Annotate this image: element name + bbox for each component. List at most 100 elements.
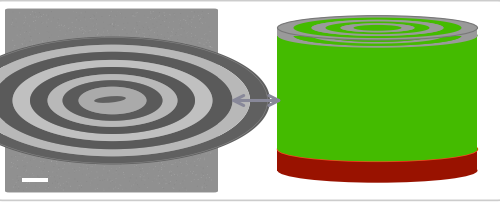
Point	[126, 182, 134, 185]
Point	[120, 39, 128, 42]
Point	[204, 17, 212, 20]
Point	[171, 49, 179, 52]
Point	[131, 119, 139, 123]
Point	[32, 179, 40, 182]
Point	[156, 55, 164, 58]
Point	[126, 153, 134, 156]
Point	[66, 131, 74, 134]
Point	[48, 160, 56, 163]
Point	[86, 127, 94, 130]
Point	[75, 41, 83, 44]
Point	[184, 152, 192, 155]
Point	[199, 146, 207, 149]
Point	[22, 11, 30, 15]
Point	[170, 158, 178, 161]
Point	[150, 111, 158, 114]
Point	[116, 154, 124, 157]
Point	[80, 140, 88, 143]
Point	[170, 139, 178, 142]
Point	[80, 96, 88, 99]
Point	[128, 147, 136, 150]
Point	[85, 136, 93, 139]
Point	[136, 79, 144, 82]
Point	[192, 77, 200, 80]
Point	[102, 85, 110, 89]
Point	[176, 25, 184, 28]
Point	[34, 82, 42, 86]
Point	[94, 29, 102, 32]
Point	[150, 55, 158, 58]
Point	[206, 132, 214, 135]
Point	[112, 171, 120, 174]
Point	[78, 84, 86, 87]
Point	[90, 122, 98, 125]
Point	[59, 94, 67, 97]
Point	[160, 82, 168, 86]
Point	[35, 19, 43, 22]
Point	[16, 125, 24, 129]
Point	[42, 134, 50, 137]
Point	[88, 23, 96, 26]
Point	[134, 130, 142, 134]
Point	[146, 67, 154, 70]
Point	[74, 61, 82, 64]
Point	[166, 137, 174, 140]
Point	[17, 142, 25, 145]
Point	[51, 110, 59, 113]
Point	[56, 125, 64, 129]
Point	[164, 33, 172, 36]
Point	[24, 52, 32, 55]
Point	[26, 133, 34, 136]
Point	[38, 114, 46, 117]
Point	[98, 180, 106, 183]
Point	[188, 151, 196, 154]
Point	[70, 70, 78, 74]
Point	[60, 104, 68, 107]
Point	[56, 125, 64, 129]
Point	[98, 129, 106, 132]
Point	[38, 87, 46, 90]
Point	[54, 36, 62, 39]
Point	[44, 185, 52, 188]
Point	[66, 155, 74, 158]
Point	[94, 183, 102, 186]
Point	[15, 87, 23, 90]
Point	[117, 166, 125, 170]
Point	[22, 140, 30, 143]
Point	[53, 171, 61, 175]
Point	[176, 147, 184, 150]
Point	[186, 147, 194, 150]
Point	[86, 114, 94, 118]
Point	[106, 131, 114, 134]
Point	[55, 76, 63, 79]
Point	[114, 80, 122, 83]
Point	[20, 84, 28, 87]
Point	[200, 117, 208, 120]
Point	[172, 168, 180, 171]
Point	[66, 184, 74, 187]
Point	[20, 55, 28, 58]
Point	[182, 47, 190, 50]
Point	[66, 49, 74, 53]
Point	[96, 160, 104, 163]
Point	[130, 29, 138, 32]
Point	[166, 128, 173, 131]
Point	[172, 174, 180, 177]
Point	[122, 26, 130, 30]
Point	[180, 72, 188, 75]
Point	[38, 38, 46, 42]
Point	[197, 146, 205, 150]
Point	[106, 15, 114, 18]
Point	[25, 179, 33, 182]
Point	[175, 101, 183, 104]
Point	[129, 79, 137, 82]
Point	[39, 92, 47, 96]
Point	[189, 177, 197, 180]
Point	[134, 46, 142, 50]
Point	[22, 20, 30, 23]
Point	[82, 150, 90, 153]
Point	[204, 51, 212, 54]
Point	[156, 182, 164, 185]
Point	[82, 90, 90, 93]
Point	[10, 85, 18, 88]
